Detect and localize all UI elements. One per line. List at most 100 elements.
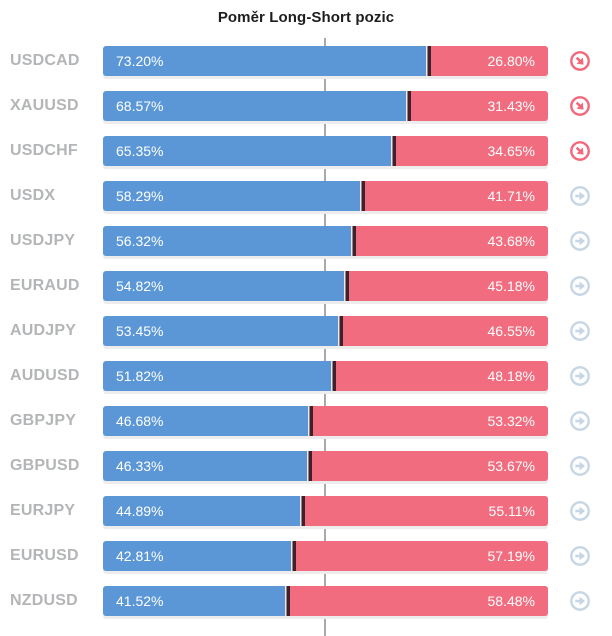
trend-link[interactable]: [548, 230, 612, 252]
long-segment: [103, 46, 429, 76]
short-percent-label: 34.65%: [487, 143, 535, 159]
instrument-row: AUDUSD 51.82% 48.18%: [0, 361, 612, 391]
long-short-ratio-bar: 56.32% 43.68%: [103, 226, 548, 256]
short-segment: [353, 226, 548, 256]
trend-link[interactable]: [548, 320, 612, 342]
circle-arrow-down-right-icon: [569, 140, 591, 162]
long-segment: [103, 91, 409, 121]
long-short-ratio-bar: 42.81% 57.19%: [103, 541, 548, 571]
segment-divider: [331, 361, 337, 391]
long-percent-label: 46.33%: [116, 458, 164, 474]
long-short-ratio-bar: 73.20% 26.80%: [103, 46, 548, 76]
instrument-row: USDJPY 56.32% 43.68%: [0, 226, 612, 256]
instrument-row: EURJPY 44.89% 55.11%: [0, 496, 612, 526]
segment-divider: [344, 271, 350, 301]
short-percent-label: 58.48%: [487, 593, 535, 609]
long-percent-label: 54.82%: [116, 278, 164, 294]
trend-link[interactable]: [548, 410, 612, 432]
short-percent-label: 26.80%: [487, 53, 535, 69]
long-percent-label: 42.81%: [116, 548, 164, 564]
short-segment: [393, 136, 548, 166]
instrument-label: USDX: [10, 187, 56, 204]
trend-link[interactable]: [548, 545, 612, 567]
long-segment: [103, 496, 303, 526]
circle-arrow-right-icon: [569, 500, 591, 522]
circle-arrow-right-icon: [569, 185, 591, 207]
short-segment: [333, 361, 548, 391]
instrument-label: AUDJPY: [10, 322, 77, 339]
long-percent-label: 73.20%: [116, 53, 164, 69]
trend-link[interactable]: [548, 365, 612, 387]
long-segment: [103, 136, 394, 166]
short-segment: [346, 271, 548, 301]
short-percent-label: 31.43%: [487, 98, 535, 114]
circle-arrow-down-right-icon: [569, 95, 591, 117]
short-percent-label: 46.55%: [487, 323, 535, 339]
trend-link[interactable]: [548, 590, 612, 612]
instrument-row: EURUSD 42.81% 57.19%: [0, 541, 612, 571]
long-segment: [103, 406, 311, 436]
short-percent-label: 41.71%: [487, 188, 535, 204]
long-short-ratio-bar: 46.33% 53.67%: [103, 451, 548, 481]
segment-divider: [391, 136, 397, 166]
circle-arrow-down-right-icon: [569, 50, 591, 72]
segment-divider: [308, 406, 314, 436]
instrument-label: EURJPY: [10, 502, 76, 519]
long-short-ratio-bar: 68.57% 31.43%: [103, 91, 548, 121]
long-short-ratio-bar: 53.45% 46.55%: [103, 316, 548, 346]
instrument-row: USDCHF 65.35% 34.65%: [0, 136, 612, 166]
long-segment: [103, 226, 354, 256]
instrument-label: USDCAD: [10, 52, 80, 69]
segment-divider: [300, 496, 306, 526]
rows-container: USDCAD 73.20% 26.80% XAUUSD: [0, 46, 612, 631]
long-segment: [103, 316, 341, 346]
instrument-row: NZDUSD 41.52% 58.48%: [0, 586, 612, 616]
trend-link[interactable]: [548, 50, 612, 72]
trend-link[interactable]: [548, 140, 612, 162]
long-short-ratio-bar: 51.82% 48.18%: [103, 361, 548, 391]
instrument-label: USDJPY: [10, 232, 76, 249]
long-short-ratio-bar: 54.82% 45.18%: [103, 271, 548, 301]
segment-divider: [426, 46, 432, 76]
segment-divider: [291, 541, 296, 571]
instrument-row: USDX 58.29% 41.71%: [0, 181, 612, 211]
long-percent-label: 41.52%: [116, 593, 164, 609]
trend-link[interactable]: [548, 185, 612, 207]
segment-divider: [338, 316, 344, 346]
short-segment: [428, 46, 548, 76]
short-percent-label: 43.68%: [487, 233, 535, 249]
trend-link[interactable]: [548, 500, 612, 522]
chart-title: Poměr Long-Short pozic: [217, 9, 395, 26]
instrument-label: XAUUSD: [10, 97, 79, 114]
instrument-row: GBPUSD 46.33% 53.67%: [0, 451, 612, 481]
long-segment: [103, 361, 334, 391]
short-percent-label: 57.19%: [487, 548, 535, 564]
trend-link[interactable]: [548, 95, 612, 117]
short-segment: [362, 181, 548, 211]
long-percent-label: 44.89%: [116, 503, 164, 519]
instrument-label: NZDUSD: [10, 592, 78, 609]
short-percent-label: 45.18%: [487, 278, 535, 294]
long-short-ratio-bar: 65.35% 34.65%: [103, 136, 548, 166]
circle-arrow-right-icon: [569, 230, 591, 252]
short-segment: [408, 91, 548, 121]
short-segment: [310, 406, 548, 436]
instrument-label: USDCHF: [10, 142, 78, 159]
circle-arrow-right-icon: [569, 365, 591, 387]
long-percent-label: 53.45%: [116, 323, 164, 339]
long-percent-label: 68.57%: [116, 98, 164, 114]
instrument-row: AUDJPY 53.45% 46.55%: [0, 316, 612, 346]
trend-link[interactable]: [548, 455, 612, 477]
short-segment: [340, 316, 548, 346]
segment-divider: [351, 226, 357, 256]
circle-arrow-right-icon: [569, 410, 591, 432]
circle-arrow-right-icon: [569, 275, 591, 297]
long-segment: [103, 181, 363, 211]
long-percent-label: 58.29%: [116, 188, 164, 204]
trend-link[interactable]: [548, 275, 612, 297]
short-percent-label: 53.67%: [487, 458, 535, 474]
short-segment: [309, 451, 548, 481]
long-short-ratio-bar: 46.68% 53.32%: [103, 406, 548, 436]
instrument-label: EURAUD: [10, 277, 80, 294]
